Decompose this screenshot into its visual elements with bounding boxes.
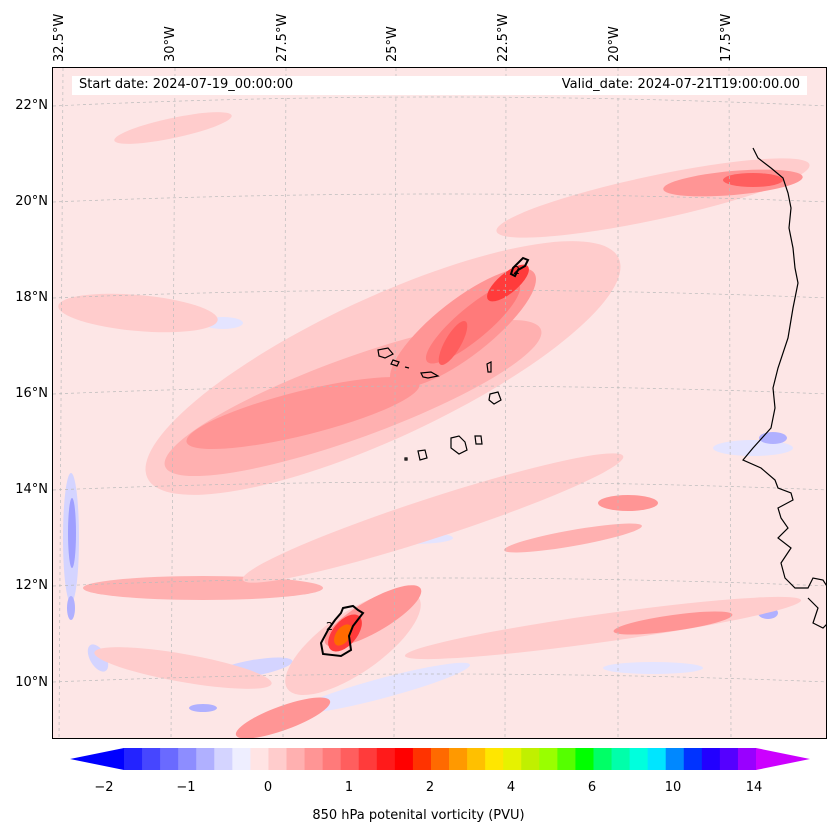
colorbar-segment (557, 748, 576, 770)
colorbar-segment (322, 748, 342, 770)
colorbar-segment (430, 748, 450, 770)
colorbar-tick-label: 0 (263, 780, 273, 795)
lon-label: 30°W (163, 26, 178, 62)
lat-label: 20°N (15, 194, 48, 209)
colorbar-segment (539, 748, 558, 770)
lat-label: 22°N (15, 98, 48, 113)
colorbar-segment (521, 748, 540, 770)
pv-2-contours (319, 256, 530, 658)
colorbar-tick-label: 6 (587, 780, 597, 795)
lat-label: 14°N (15, 482, 48, 497)
positive-pv-areas (58, 112, 810, 738)
colorbar-segment (250, 748, 269, 770)
colorbar-segment (286, 748, 306, 770)
colorbar-segment (340, 748, 360, 770)
lon-label: 20°W (607, 26, 622, 62)
colorbar-segment (449, 748, 468, 770)
lon-label: 27.5°W (275, 13, 290, 62)
colorbar-segment (737, 748, 757, 770)
colorbar-segment (701, 748, 721, 770)
colorbar-segment (232, 748, 251, 770)
coastline (742, 147, 826, 629)
potential-vorticity-map: 2 2 (53, 68, 826, 738)
lon-label: 17.5°W (719, 13, 734, 62)
lat-label: 12°N (15, 578, 48, 593)
lon-label: 25°W (385, 26, 400, 62)
lon-label: 22.5°W (496, 13, 511, 62)
start-date-label: Start date: 2024-07-19_00:00:00 (79, 77, 294, 92)
colorbar-segment (178, 748, 197, 770)
colorbar-segment (575, 748, 594, 770)
lat-label: 16°N (15, 386, 48, 401)
colorbar-tick-label: 4 (506, 780, 516, 795)
colorbar-segment (719, 748, 739, 770)
colorbar-segment (503, 748, 522, 770)
colorbar-min-extension (70, 748, 124, 770)
colorbar-tick-label: −1 (176, 780, 196, 795)
colorbar-segment (467, 748, 486, 770)
colorbar-segment (142, 748, 161, 770)
colorbar-tick-label: 2 (425, 780, 435, 795)
date-info-bar: Start date: 2024-07-19_00:00:00 Valid_da… (72, 76, 807, 95)
colorbar-segment (485, 748, 504, 770)
colorbar-segment (412, 748, 432, 770)
colorbar-title: 850 hPa potenital vorticity (PVU) (312, 808, 525, 823)
valid-date-label: Valid_date: 2024-07-21T19:00:00.00 (561, 77, 800, 92)
graticule (53, 68, 826, 738)
cape-verde-islands (377, 347, 502, 461)
map-panel: 2 2 (52, 67, 827, 739)
colorbar (70, 748, 810, 770)
colorbar-segment (647, 748, 667, 770)
colorbar-segment (196, 748, 215, 770)
colorbar-tick-label: −2 (94, 780, 114, 795)
colorbar-segment (376, 748, 396, 770)
colorbar-tick-label: 14 (745, 780, 763, 795)
colorbar-segment (268, 748, 288, 770)
colorbar-max-extension (756, 748, 810, 770)
colorbar-segment (304, 748, 324, 770)
colorbar-tick-label: 10 (664, 780, 682, 795)
lat-label: 18°N (15, 290, 48, 305)
colorbar-segment (160, 748, 179, 770)
lon-label: 32.5°W (52, 13, 67, 62)
colorbar-segment (611, 748, 631, 770)
lat-label: 10°N (15, 675, 48, 690)
colorbar-segment (358, 748, 378, 770)
contour-label: 2 (326, 620, 333, 633)
colorbar-segment (629, 748, 649, 770)
contour-label: 2 (513, 264, 520, 277)
colorbar-segment (665, 748, 685, 770)
colorbar-segment (124, 748, 143, 770)
colorbar-segment (683, 748, 703, 770)
colorbar-segment (394, 748, 414, 770)
colorbar-segment (593, 748, 613, 770)
colorbar-segment (214, 748, 233, 770)
colorbar-tick-label: 1 (344, 780, 354, 795)
